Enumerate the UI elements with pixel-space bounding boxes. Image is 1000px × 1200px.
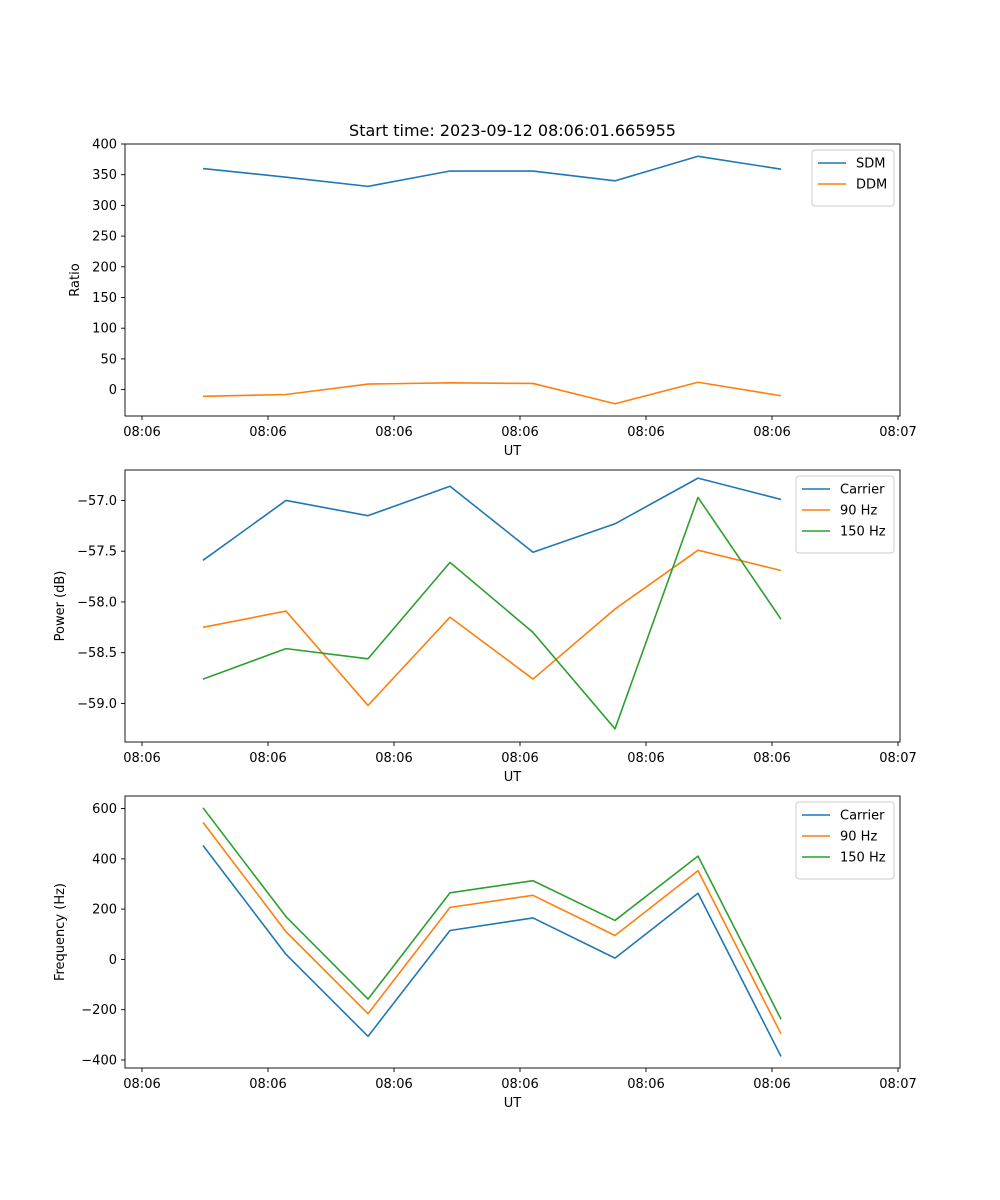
legend-label: Carrier: [840, 483, 885, 498]
series-line-90-hz: [202, 821, 782, 1035]
x-tick-label: 08:07: [879, 1077, 916, 1092]
y-tick-label: 200: [92, 903, 117, 918]
legend-label: SDM: [856, 157, 885, 172]
x-tick-label: 08:06: [375, 425, 412, 440]
y-tick-label: −57.0: [77, 494, 117, 509]
legend-box: [795, 475, 895, 554]
legend: Carrier 90 Hz 150 Hz: [795, 801, 895, 880]
y-tick-label: 0: [109, 953, 117, 968]
y-axis-label: Ratio: [68, 263, 83, 296]
x-tick-label: 08:07: [879, 751, 916, 766]
x-tick-label: 08:06: [501, 751, 538, 766]
x-tick-label: 08:06: [123, 751, 160, 766]
y-axis-label: Frequency (Hz): [53, 883, 68, 981]
frequency-plot: 08:06 08:06 08:06 08:06 08:06 08:06 08:07 UT −40…: [53, 795, 917, 1111]
legend: Carrier 90 Hz 150 Hz: [795, 475, 895, 554]
y-tick-label: 250: [92, 230, 117, 245]
x-tick-label: 08:06: [123, 425, 160, 440]
y-tick-label: −200: [81, 1003, 117, 1018]
x-tick-label: 08:06: [249, 425, 286, 440]
x-tick-label: 08:06: [753, 425, 790, 440]
y-tick-label: 50: [100, 352, 117, 367]
x-tick-label: 08:06: [627, 1077, 664, 1092]
axes-frame: [124, 795, 901, 1069]
y-tick-label: −59.0: [77, 697, 117, 712]
ratio-plot: 08:06 08:06 08:06 08:06 08:06 08:06 08:07 UT 0 50…: [68, 138, 917, 460]
series-line-carrier: [202, 477, 782, 561]
axes-frame: [124, 469, 901, 743]
x-tick-label: 08:06: [375, 751, 412, 766]
y-tick-label: −400: [81, 1053, 117, 1068]
chart-title: Start time: 2023-09-12 08:06:01.665955: [349, 121, 676, 140]
x-tick-label: 08:06: [627, 425, 664, 440]
x-axis-label: UT: [504, 770, 522, 785]
x-tick-label: 08:06: [501, 1077, 538, 1092]
x-tick-label: 08:06: [753, 1077, 790, 1092]
power-plot: 08:06 08:06 08:06 08:06 08:06 08:06 08:07 UT −59…: [53, 469, 917, 785]
legend-label: 150 Hz: [840, 525, 886, 540]
legend-label: 90 Hz: [840, 504, 877, 519]
x-axis-label: UT: [504, 444, 522, 459]
y-tick-label: −57.5: [77, 545, 117, 560]
x-tick-label: 08:06: [249, 1077, 286, 1092]
series-line-150-hz: [202, 807, 782, 1020]
series-line-150-hz: [202, 496, 782, 730]
axes-frame: [124, 143, 901, 417]
y-axis-label: Power (dB): [53, 571, 68, 642]
y-tick-label: −58.0: [77, 595, 117, 610]
series-line-90-hz: [202, 549, 782, 707]
x-tick-label: 08:06: [123, 1077, 160, 1092]
y-tick-label: 300: [92, 199, 117, 214]
legend-box: [811, 149, 895, 207]
legend-label: 150 Hz: [840, 851, 886, 866]
x-axis-label: UT: [504, 1096, 522, 1111]
y-tick-label: 100: [92, 322, 117, 337]
series-line-carrier: [202, 845, 782, 1057]
x-tick-label: 08:06: [249, 751, 286, 766]
y-tick-label: −58.5: [77, 646, 117, 661]
legend-box: [795, 801, 895, 880]
y-tick-label: 400: [92, 852, 117, 867]
y-tick-label: 150: [92, 291, 117, 306]
y-tick-label: 600: [92, 802, 117, 817]
x-tick-label: 08:06: [501, 425, 538, 440]
legend-label: DDM: [856, 178, 887, 193]
x-tick-label: 08:06: [627, 751, 664, 766]
x-tick-label: 08:07: [879, 425, 916, 440]
legend-label: Carrier: [840, 809, 885, 824]
y-tick-label: 0: [109, 383, 117, 398]
series-line-sdm: [202, 155, 782, 188]
series-line-ddm: [202, 381, 782, 405]
x-tick-label: 08:06: [375, 1077, 412, 1092]
legend: SDM DDM: [811, 149, 895, 207]
y-tick-label: 350: [92, 168, 117, 183]
y-tick-label: 200: [92, 260, 117, 275]
x-tick-label: 08:06: [753, 751, 790, 766]
y-tick-label: 400: [92, 138, 117, 153]
legend-label: 90 Hz: [840, 830, 877, 845]
